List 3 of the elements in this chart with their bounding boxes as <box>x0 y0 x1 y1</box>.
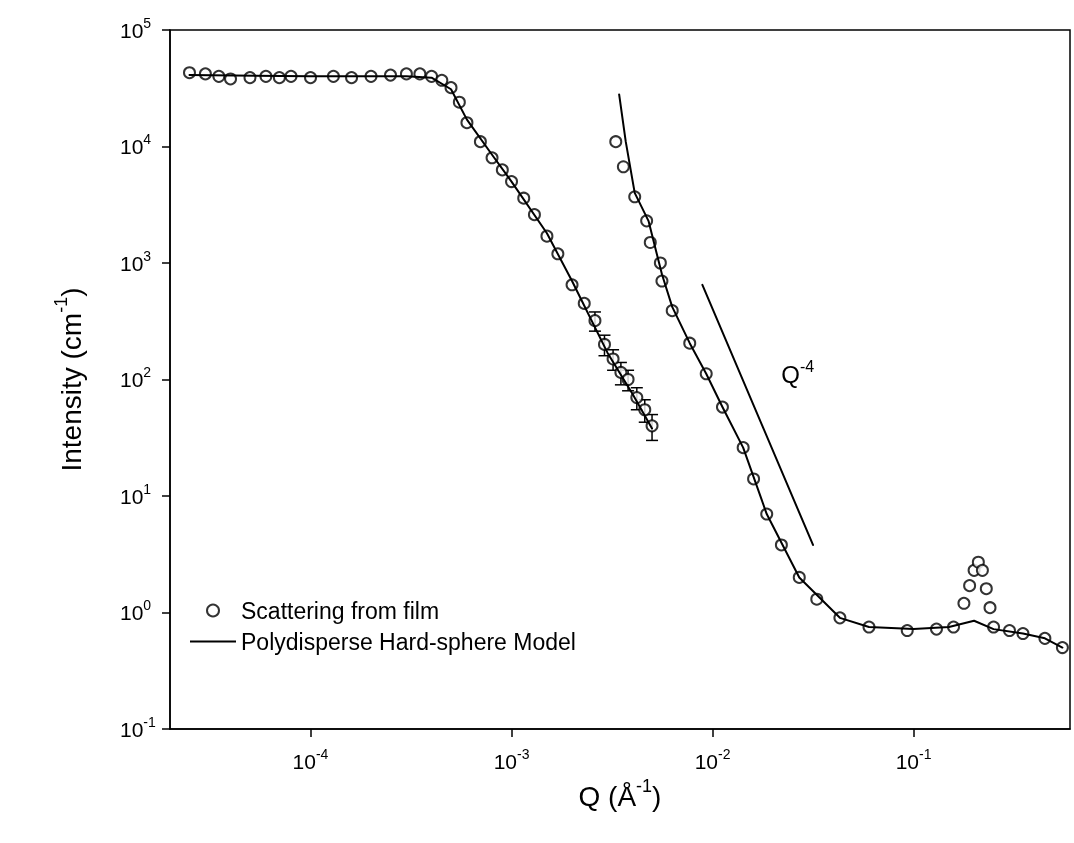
legend-label: Polydisperse Hard-sphere Model <box>241 628 576 655</box>
legend-label: Scattering from film <box>241 597 440 624</box>
y-axis-title: Intensity (cm-1) <box>51 287 87 472</box>
